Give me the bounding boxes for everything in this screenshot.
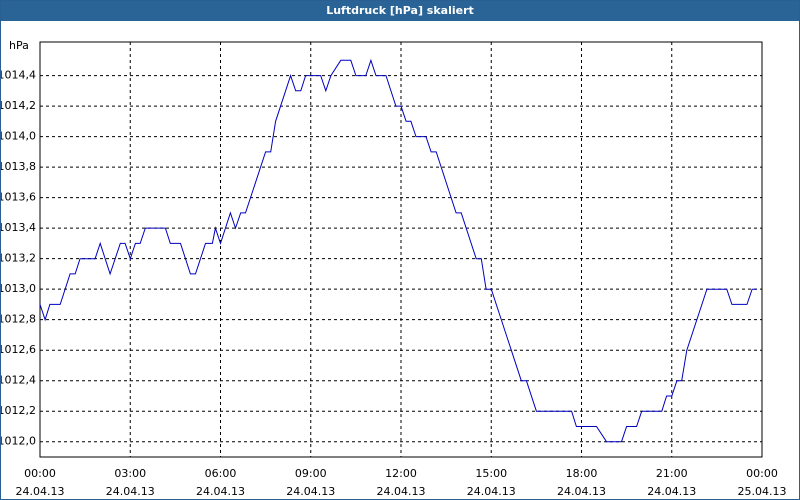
x-tick-label: 15:00 24.04.13 xyxy=(466,467,516,498)
y-tick-label: 1014,4 xyxy=(1,69,36,82)
y-tick-label: 1012,2 xyxy=(1,404,36,417)
x-tick-label: 12:00 24.04.13 xyxy=(376,467,426,498)
y-tick-label: 1013,0 xyxy=(1,282,36,295)
x-tick-label: 03:00 24.04.13 xyxy=(105,467,155,498)
y-tick-label: 1012,8 xyxy=(1,313,36,326)
x-tick-label: 09:00 24.04.13 xyxy=(286,467,336,498)
x-tick-label: 18:00 24.04.13 xyxy=(557,467,606,498)
y-tick-label: 1013,4 xyxy=(1,221,36,234)
x-tick-label: 00:00 24.04.13 xyxy=(15,467,65,498)
x-tick-label: 21:00 24.04.13 xyxy=(647,467,697,498)
y-tick-label: 1012,4 xyxy=(1,374,36,387)
plot-area xyxy=(39,41,763,458)
x-tick-label: 06:00 24.04.13 xyxy=(196,467,245,498)
y-tick-label: 1014,2 xyxy=(1,99,36,112)
y-tick-label: 1014,0 xyxy=(1,130,36,143)
y-tick-label: 1013,2 xyxy=(1,252,36,265)
y-axis-label: hPa xyxy=(9,39,29,52)
y-tick-label: 1013,6 xyxy=(1,191,36,204)
title-bar: Luftdruck [hPa] skaliert xyxy=(1,1,799,21)
data-line xyxy=(39,58,757,443)
y-tick-label: 1012,0 xyxy=(1,435,36,448)
y-tick-label: 1012,6 xyxy=(1,343,36,356)
y-tick-label: 1013,8 xyxy=(1,160,36,173)
x-tick-label: 00:00 25.04.13 xyxy=(737,467,787,498)
